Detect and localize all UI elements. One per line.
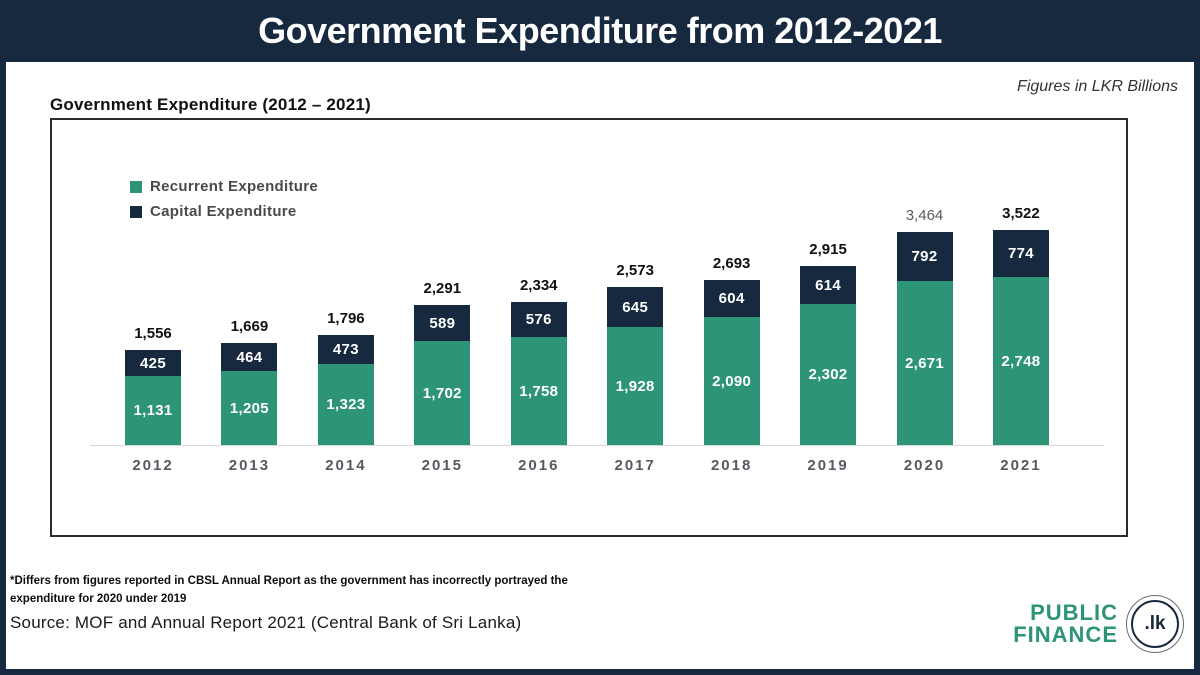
footnote: *Differs from figures reported in CBSL A… xyxy=(10,575,568,606)
recurrent-value-label: 1,758 xyxy=(519,382,559,400)
total-label-2020: 3,464 xyxy=(905,207,944,224)
chart-legend: Recurrent Expenditure Capital Expenditur… xyxy=(130,178,318,228)
capital-segment-2017: 645 xyxy=(607,287,664,327)
recurrent-segment-2015: 1,702 xyxy=(414,341,471,445)
year-label-2021: 2021 xyxy=(1000,457,1042,474)
capital-value-label: 464 xyxy=(236,348,263,366)
capital-segment-2015: 589 xyxy=(414,305,471,341)
recurrent-segment-2018: 2,090 xyxy=(703,317,760,445)
capital-segment-2021: 774 xyxy=(992,230,1049,277)
bars-row: 1,556 425 1,131 1,669 464 1,205 1,796 473 1,323 2… xyxy=(125,120,1049,445)
year-label-2017: 2017 xyxy=(614,457,656,474)
capital-segment-2020: 792 xyxy=(896,232,953,281)
bar-group-2017: 2,573 645 1,928 xyxy=(607,262,664,445)
recurrent-value-label: 1,702 xyxy=(422,384,462,402)
capital-value-label: 645 xyxy=(622,298,649,316)
legend-item-recurrent: Recurrent Expenditure xyxy=(130,178,318,195)
bar-group-2019: 2,915 614 2,302 xyxy=(800,241,857,445)
recurrent-value-label: 1,323 xyxy=(326,396,366,413)
recurrent-value-label: 2,671 xyxy=(904,354,945,372)
lk-badge-icon: .lk xyxy=(1126,595,1184,653)
bar-group-2014: 1,796 473 1,323 xyxy=(317,310,374,445)
capital-value-label: 792 xyxy=(911,248,938,265)
year-label-2012: 2012 xyxy=(132,457,174,474)
bar-group-2020: 3,464 792 2,671 xyxy=(896,207,953,445)
units-note: Figures in LKR Billions xyxy=(1017,78,1178,95)
title-banner: Government Expenditure from 2012-2021 xyxy=(0,0,1200,62)
bar-group-2018: 2,693 604 2,090 xyxy=(703,255,760,445)
recurrent-segment-2012: 1,131 xyxy=(125,376,181,445)
x-axis-line xyxy=(90,445,1104,446)
capital-segment-2013: 464 xyxy=(221,343,278,371)
recurrent-segment-2014: 1,323 xyxy=(317,364,374,445)
legend-label: Recurrent Expenditure xyxy=(150,178,319,195)
logo-line-public: PUBLIC xyxy=(1030,600,1118,625)
total-label-2014: 1,796 xyxy=(327,310,365,327)
source-attribution: Source: MOF and Annual Report 2021 (Cent… xyxy=(10,613,522,632)
year-label-2018: 2018 xyxy=(710,457,753,474)
capital-swatch-icon xyxy=(130,205,142,218)
total-label-2017: 2,573 xyxy=(616,262,654,279)
recurrent-segment-2020: 2,671 xyxy=(896,281,953,445)
recurrent-segment-2013: 1,205 xyxy=(221,371,278,445)
capital-value-label: 774 xyxy=(1007,245,1034,262)
year-label-2016: 2016 xyxy=(518,457,560,474)
capital-value-label: 425 xyxy=(140,354,166,372)
recurrent-value-label: 2,748 xyxy=(1001,352,1041,370)
bar-group-2021: 3,522 774 2,748 xyxy=(992,205,1049,445)
recurrent-value-label: 2,090 xyxy=(712,372,752,390)
legend-item-capital: Capital Expenditure xyxy=(130,203,318,220)
capital-segment-2016: 576 xyxy=(510,302,567,337)
year-label-2013: 2013 xyxy=(228,457,271,474)
total-label-2012: 1,556 xyxy=(134,325,172,342)
capital-segment-2018: 604 xyxy=(703,280,760,317)
logo-line-finance: FINANCE xyxy=(1013,622,1118,647)
bar-group-2012: 1,556 425 1,131 xyxy=(125,325,181,445)
chart-plot-area: Recurrent Expenditure Capital Expenditur… xyxy=(50,118,1128,537)
recurrent-value-label: 1,205 xyxy=(229,399,269,417)
recurrent-value-label: 1,131 xyxy=(133,402,173,419)
total-label-2018: 2,693 xyxy=(712,255,751,272)
recurrent-value-label: 2,302 xyxy=(808,366,848,383)
capital-segment-2014: 473 xyxy=(317,335,374,364)
recurrent-segment-2017: 1,928 xyxy=(607,327,664,445)
recurrent-segment-2019: 2,302 xyxy=(800,304,857,445)
total-label-2015: 2,291 xyxy=(423,280,462,297)
capital-segment-2019: 614 xyxy=(800,266,857,304)
capital-value-label: 576 xyxy=(525,311,552,328)
publicfinance-logo: PUBLIC FINANCE .lk xyxy=(1013,595,1184,653)
year-label-2014: 2014 xyxy=(325,457,367,474)
capital-segment-2012: 425 xyxy=(125,350,181,376)
capital-value-label: 604 xyxy=(718,290,745,307)
x-axis-labels: 2012 2013 2014 2015 2016 2017 2018 2019 2020 2021 xyxy=(125,457,1049,474)
total-label-2019: 2,915 xyxy=(809,241,847,258)
recurrent-segment-2016: 1,758 xyxy=(510,337,567,445)
total-label-2021: 3,522 xyxy=(1002,205,1040,222)
bar-group-2013: 1,669 464 1,205 xyxy=(221,318,278,445)
capital-value-label: 589 xyxy=(429,314,456,332)
logo-wordmark: PUBLIC FINANCE xyxy=(1013,602,1118,646)
legend-label: Capital Expenditure xyxy=(150,203,297,220)
recurrent-segment-2021: 2,748 xyxy=(992,277,1049,445)
capital-value-label: 614 xyxy=(815,276,842,294)
total-label-2016: 2,334 xyxy=(519,277,558,294)
year-label-2020: 2020 xyxy=(903,457,946,474)
year-label-2015: 2015 xyxy=(421,457,463,474)
total-label-2013: 1,669 xyxy=(230,318,269,335)
recurrent-value-label: 1,928 xyxy=(615,377,655,395)
bar-group-2015: 2,291 589 1,702 xyxy=(414,280,471,445)
year-label-2019: 2019 xyxy=(807,457,849,474)
recurrent-swatch-icon xyxy=(130,180,142,193)
chart-title: Government Expenditure (2012 – 2021) xyxy=(50,95,371,114)
content-area: Figures in LKR Billions Government Expen… xyxy=(6,62,1194,669)
page-title: Government Expenditure from 2012-2021 xyxy=(258,10,942,51)
bar-group-2016: 2,334 576 1,758 xyxy=(510,277,567,445)
capital-value-label: 473 xyxy=(332,341,359,358)
